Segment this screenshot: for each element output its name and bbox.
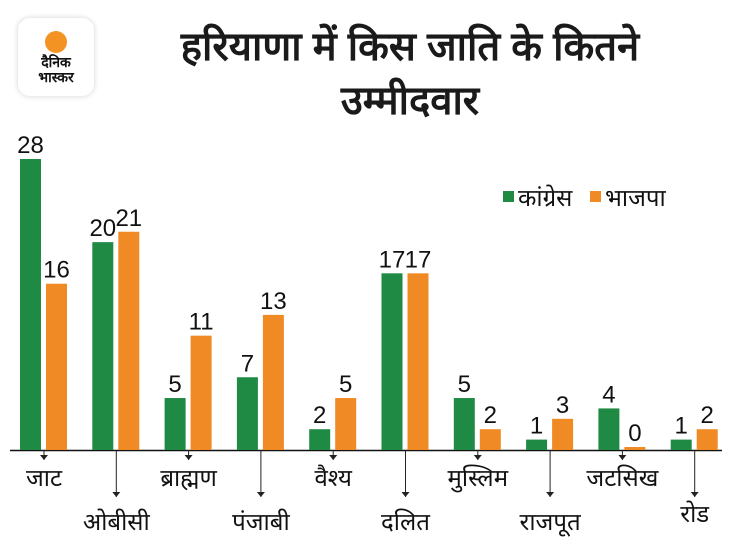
arrow-head-icon	[473, 455, 482, 460]
dainik-bhaskar-logo: दैनिक भास्कर	[18, 18, 94, 96]
bar-bjp	[696, 429, 718, 450]
data-label: 20	[89, 215, 116, 242]
bar-congress	[20, 159, 41, 450]
arrow-head-icon	[40, 455, 48, 460]
category-label: जटसिख	[586, 464, 658, 492]
arrow-head-icon	[256, 492, 265, 497]
arrow-head-icon	[329, 455, 338, 460]
bar-bjp	[46, 283, 67, 450]
data-label: 2	[701, 402, 714, 429]
bar-bjp	[118, 231, 140, 450]
arrow-head-icon	[112, 492, 121, 497]
bar-congress	[526, 439, 548, 450]
legend-label: भाजपा	[605, 185, 667, 212]
data-label: 21	[115, 205, 142, 232]
category-label: पंजाबी	[232, 508, 290, 536]
bar-bjp	[262, 314, 284, 450]
data-label: 13	[260, 288, 287, 315]
data-label: 0	[628, 420, 641, 447]
data-label: 2	[313, 402, 326, 429]
bar-congress	[236, 377, 258, 450]
bar-bjp	[407, 273, 429, 450]
data-label: 11	[189, 309, 214, 336]
category-label: मुस्लिम	[448, 464, 509, 493]
sun-icon	[45, 31, 67, 53]
data-label: 3	[556, 392, 569, 419]
arrow-head-icon	[184, 455, 193, 460]
logo-line2: भास्कर	[38, 69, 74, 85]
data-label: 1	[675, 413, 688, 440]
arrow-head-icon	[546, 492, 555, 497]
data-label: 1	[530, 413, 543, 440]
data-label: 5	[458, 371, 471, 398]
arrow-head-icon	[690, 492, 699, 497]
category-label: राजपूत	[520, 509, 582, 537]
bar-congress	[598, 408, 620, 450]
bar-bjp	[479, 429, 501, 450]
data-label: 28	[17, 132, 44, 159]
data-label: 4	[602, 381, 615, 408]
bar-congress	[92, 242, 114, 450]
data-label: 16	[43, 257, 70, 284]
category-label: जाट	[26, 465, 63, 492]
bar-bjp	[624, 447, 646, 450]
bar-congress	[670, 439, 692, 450]
arrow-head-icon	[401, 492, 410, 497]
bar-congress	[381, 273, 403, 450]
bar-bjp	[335, 398, 357, 450]
data-label: 7	[241, 350, 254, 377]
data-label: 2	[484, 402, 497, 429]
chart-title: हरियाणा में किस जाति के कितने उम्मीदवार	[180, 25, 640, 123]
bar-congress	[453, 398, 475, 450]
category-label: दलित	[381, 508, 431, 536]
data-label: 17	[405, 246, 432, 273]
data-label: 5	[339, 371, 352, 398]
logo-line1: दैनिक	[41, 54, 71, 70]
data-label: 17	[379, 246, 406, 273]
category-label: ब्राह्मण	[160, 465, 217, 492]
legend-swatch	[503, 191, 514, 202]
category-label: ओबीसी	[83, 508, 151, 536]
legend-swatch	[590, 191, 601, 202]
bar-congress	[164, 398, 186, 450]
bar-bjp	[552, 418, 574, 450]
bar-bjp	[190, 335, 212, 450]
arrow-head-icon	[618, 455, 627, 460]
category-label: वैश्य	[314, 464, 353, 492]
legend-label: कांग्रेस	[518, 184, 573, 212]
bar-congress	[309, 429, 331, 450]
data-label: 5	[168, 371, 181, 398]
category-label: रोड	[680, 500, 710, 528]
